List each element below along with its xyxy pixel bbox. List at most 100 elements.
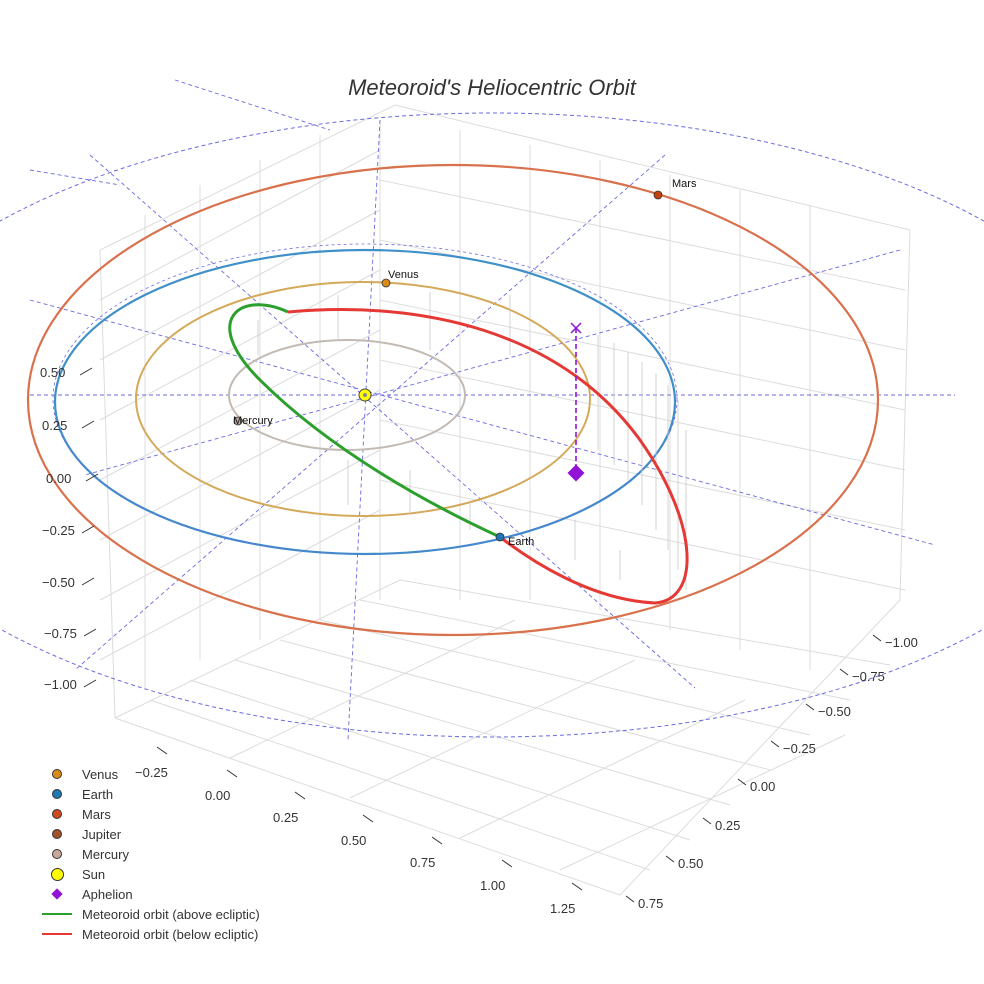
legend-label: Meteoroid orbit (above ecliptic) [82, 906, 260, 922]
legend-item-mars[interactable]: Mars [40, 804, 260, 824]
grid-line [379, 419, 906, 531]
y-tick-mark [501, 859, 513, 868]
sun-core [363, 393, 367, 397]
legend-symbol [40, 884, 74, 904]
orbit-marks: Venus Earth Mars Mercury [0, 79, 984, 741]
z-tick-label: 0.50 [40, 365, 65, 380]
legend-dot [52, 809, 62, 819]
legend-item-jupiter[interactable]: Jupiter [40, 824, 260, 844]
grid-line [229, 619, 516, 759]
jupiter-orbit [0, 112, 984, 738]
ecliptic-grid-line [347, 119, 381, 741]
y-tick-label: −0.25 [135, 765, 168, 780]
x-tick-label: 0.25 [715, 818, 740, 833]
legend-item-mercury[interactable]: Mercury [40, 844, 260, 864]
grid-line [899, 229, 911, 601]
mars-marker [653, 190, 663, 200]
meteoroid-orbit-below [287, 308, 689, 605]
grid-line [459, 699, 746, 839]
grid-line [379, 299, 906, 411]
x-tick-label: 0.00 [750, 779, 775, 794]
ecliptic-grid-line [74, 154, 666, 671]
ecliptic-grid-line [89, 154, 696, 689]
z-tick-mark [81, 525, 95, 534]
x-tick-mark [872, 634, 882, 642]
z-tick-mark [81, 577, 95, 586]
grid-line [99, 329, 381, 481]
grid-line [379, 359, 906, 471]
y-tick-label: 0.00 [205, 788, 230, 803]
legend-symbol [40, 804, 74, 824]
grid-line [399, 579, 891, 666]
legend-item-earth[interactable]: Earth [40, 784, 260, 804]
grid-line [379, 179, 906, 291]
legend-item-meteoroid-orbit-above-ecliptic[interactable]: Meteoroid orbit (above ecliptic) [40, 904, 260, 924]
grid-line [559, 734, 846, 871]
x-tick-label: −0.25 [783, 741, 816, 756]
legend-item-aphelion[interactable]: Aphelion [40, 884, 260, 904]
y-tick-label: 1.00 [480, 878, 505, 893]
legend-symbol [40, 824, 74, 844]
earth-orbit [53, 248, 677, 556]
x-tick-label: −0.50 [818, 704, 851, 719]
x-tick-mark [737, 778, 747, 786]
grid-line [99, 389, 381, 541]
aphelion-projection-x [570, 322, 582, 334]
legend-symbol [40, 844, 74, 864]
legend-line [42, 913, 72, 915]
y-tick-mark [362, 814, 374, 823]
x-tick-mark [839, 668, 849, 676]
venus-marker [381, 278, 391, 288]
legend-item-venus[interactable]: Venus [40, 764, 260, 784]
earth-marker [495, 532, 505, 542]
legend-item-meteoroid-orbit-below-ecliptic[interactable]: Meteoroid orbit (below ecliptic) [40, 924, 260, 944]
x-tick-label: 0.75 [638, 896, 663, 911]
legend-label: Aphelion [82, 886, 133, 902]
legend-label: Earth [82, 786, 114, 802]
ecliptic-grid-line [29, 299, 936, 546]
legend-symbol [40, 864, 74, 884]
y-tick-label: 0.50 [341, 833, 366, 848]
earth-label: Earth [508, 536, 534, 548]
aphelion-marker [567, 464, 585, 482]
legend-dot [52, 769, 62, 779]
grid-line [99, 509, 381, 661]
grid-line [149, 699, 651, 871]
legend-label: Venus [82, 766, 119, 782]
z-tick-mark [83, 628, 97, 637]
x-tick-label: −0.75 [852, 669, 885, 684]
grid-line [114, 579, 401, 719]
grid-line [279, 639, 771, 771]
y-tick-mark [294, 791, 306, 800]
legend-label: Mercury [82, 846, 129, 862]
grid-line [619, 599, 901, 896]
mars-label: Mars [672, 178, 697, 190]
x-tick-mark [702, 817, 712, 825]
legend-dot [52, 849, 62, 859]
grid-line [234, 659, 731, 806]
x-tick-label: 0.50 [678, 856, 703, 871]
legend-label: Meteoroid orbit (below ecliptic) [82, 926, 259, 942]
z-tick-label: −0.75 [44, 626, 77, 641]
grid-line [349, 659, 636, 799]
grid-line [99, 209, 381, 361]
grid-line [379, 479, 906, 591]
y-tick-mark [571, 882, 583, 891]
grid-line [99, 104, 396, 251]
x-tick-mark [805, 703, 815, 711]
grid-line [189, 679, 691, 841]
y-tick-mark [156, 746, 168, 755]
x-tick-mark [770, 740, 780, 748]
grid-line [114, 717, 621, 896]
legend-symbol [40, 904, 74, 924]
z-tick-mark [81, 420, 95, 429]
mercury-label: Mercury [233, 415, 273, 427]
axis-ticks: 0.50 0.25 0.00 −0.25 −0.50 −0.75 −1.00 −0.25 0.0… [40, 365, 918, 916]
venus-orbit [135, 281, 591, 517]
grid-box [99, 104, 911, 896]
z-tick-label: −1.00 [44, 677, 77, 692]
z-tick-label: 0.25 [42, 418, 67, 433]
legend-item-sun[interactable]: Sun [40, 864, 260, 884]
grid-line [359, 599, 851, 701]
